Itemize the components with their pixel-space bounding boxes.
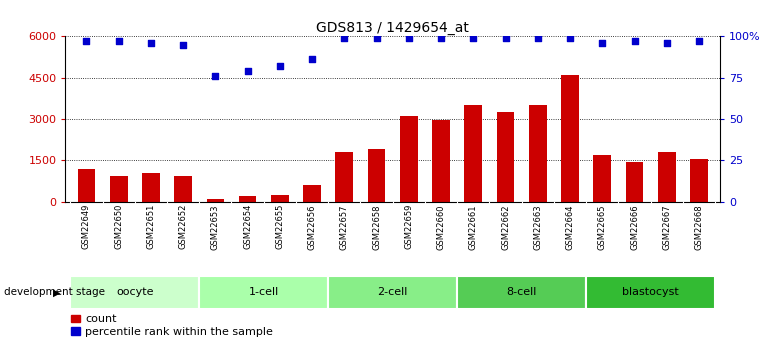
Point xyxy=(628,38,641,44)
Point xyxy=(693,38,705,44)
Text: oocyte: oocyte xyxy=(116,287,153,297)
Bar xyxy=(497,112,514,202)
Text: GSM22666: GSM22666 xyxy=(630,204,639,250)
Point xyxy=(596,40,608,46)
Text: 2-cell: 2-cell xyxy=(377,287,408,297)
Point xyxy=(661,40,673,46)
Text: GSM22667: GSM22667 xyxy=(662,204,671,250)
Bar xyxy=(70,276,199,309)
Point xyxy=(209,73,222,79)
Text: blastocyst: blastocyst xyxy=(622,287,679,297)
Text: GSM22661: GSM22661 xyxy=(469,204,478,249)
Point xyxy=(564,35,576,41)
Point xyxy=(80,38,92,44)
Text: GSM22662: GSM22662 xyxy=(501,204,510,249)
Bar xyxy=(432,120,450,202)
Bar xyxy=(594,155,611,202)
Bar xyxy=(464,105,482,202)
Text: GSM22659: GSM22659 xyxy=(404,204,413,249)
Point xyxy=(500,35,512,41)
Point xyxy=(273,63,286,69)
Bar xyxy=(529,105,547,202)
Text: GSM22656: GSM22656 xyxy=(307,204,316,249)
Point xyxy=(338,35,350,41)
Point xyxy=(112,38,125,44)
Point xyxy=(531,35,544,41)
Text: GSM22658: GSM22658 xyxy=(372,204,381,249)
Bar xyxy=(561,75,579,202)
Title: GDS813 / 1429654_at: GDS813 / 1429654_at xyxy=(316,21,469,35)
Bar xyxy=(110,176,128,202)
Bar xyxy=(328,276,457,309)
Bar xyxy=(174,176,192,202)
Text: GSM22657: GSM22657 xyxy=(340,204,349,249)
Bar xyxy=(271,195,289,202)
Point xyxy=(177,42,189,47)
Bar xyxy=(457,276,586,309)
Bar xyxy=(78,169,95,202)
Bar xyxy=(586,276,715,309)
Text: ▶: ▶ xyxy=(52,287,60,297)
Text: GSM22664: GSM22664 xyxy=(565,204,574,249)
Bar xyxy=(239,196,256,202)
Point xyxy=(145,40,157,46)
Text: development stage: development stage xyxy=(4,287,105,297)
Text: GSM22653: GSM22653 xyxy=(211,204,220,249)
Point xyxy=(370,35,383,41)
Bar xyxy=(626,162,644,202)
Text: GSM22654: GSM22654 xyxy=(243,204,252,249)
Text: GSM22655: GSM22655 xyxy=(276,204,284,249)
Text: GSM22663: GSM22663 xyxy=(534,204,542,250)
Legend: count, percentile rank within the sample: count, percentile rank within the sample xyxy=(71,314,273,337)
Text: GSM22650: GSM22650 xyxy=(114,204,123,249)
Text: 1-cell: 1-cell xyxy=(249,287,279,297)
Text: GSM22665: GSM22665 xyxy=(598,204,607,249)
Text: GSM22652: GSM22652 xyxy=(179,204,188,249)
Text: GSM22668: GSM22668 xyxy=(695,204,704,250)
Point xyxy=(435,35,447,41)
Point xyxy=(403,35,415,41)
Bar xyxy=(690,159,708,202)
Bar xyxy=(336,152,353,202)
Point xyxy=(467,35,480,41)
Bar xyxy=(368,149,386,202)
Bar xyxy=(206,199,224,202)
Bar xyxy=(303,185,321,202)
Bar xyxy=(142,173,159,202)
Bar xyxy=(658,152,675,202)
Text: GSM22651: GSM22651 xyxy=(146,204,156,249)
Text: GSM22660: GSM22660 xyxy=(437,204,446,249)
Text: GSM22649: GSM22649 xyxy=(82,204,91,249)
Bar xyxy=(199,276,328,309)
Point xyxy=(306,57,318,62)
Bar xyxy=(400,116,417,202)
Text: 8-cell: 8-cell xyxy=(507,287,537,297)
Point xyxy=(242,68,254,74)
